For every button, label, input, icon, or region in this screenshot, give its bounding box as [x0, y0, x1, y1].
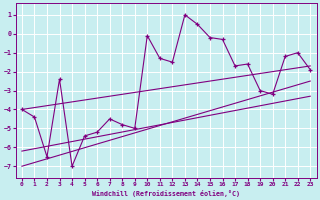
X-axis label: Windchill (Refroidissement éolien,°C): Windchill (Refroidissement éolien,°C) — [92, 190, 240, 197]
